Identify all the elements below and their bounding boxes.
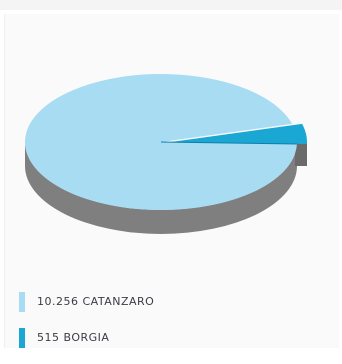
legend-label-borgia: 515 BORGIA — [37, 331, 110, 344]
pie-slice-catanzaro — [24, 74, 297, 210]
pie-chart — [24, 74, 307, 234]
pie-side-wall-catanzaro — [25, 142, 297, 234]
pie-slice-borgia — [171, 123, 307, 145]
legend-swatch-catanzaro — [19, 292, 25, 312]
chart-legend: 10.256 CATANZARO 515 BORGIA — [19, 292, 319, 364]
legend-swatch-borgia — [19, 328, 25, 348]
legend-item-borgia: 515 BORGIA — [19, 328, 319, 348]
pie-slice-edge — [160, 141, 297, 145]
legend-label-catanzaro: 10.256 CATANZARO — [37, 295, 155, 308]
legend-item-catanzaro: 10.256 CATANZARO — [19, 292, 319, 312]
top-strip — [0, 0, 342, 10]
chart-card: 10.256 CATANZARO 515 BORGIA — [4, 14, 339, 348]
